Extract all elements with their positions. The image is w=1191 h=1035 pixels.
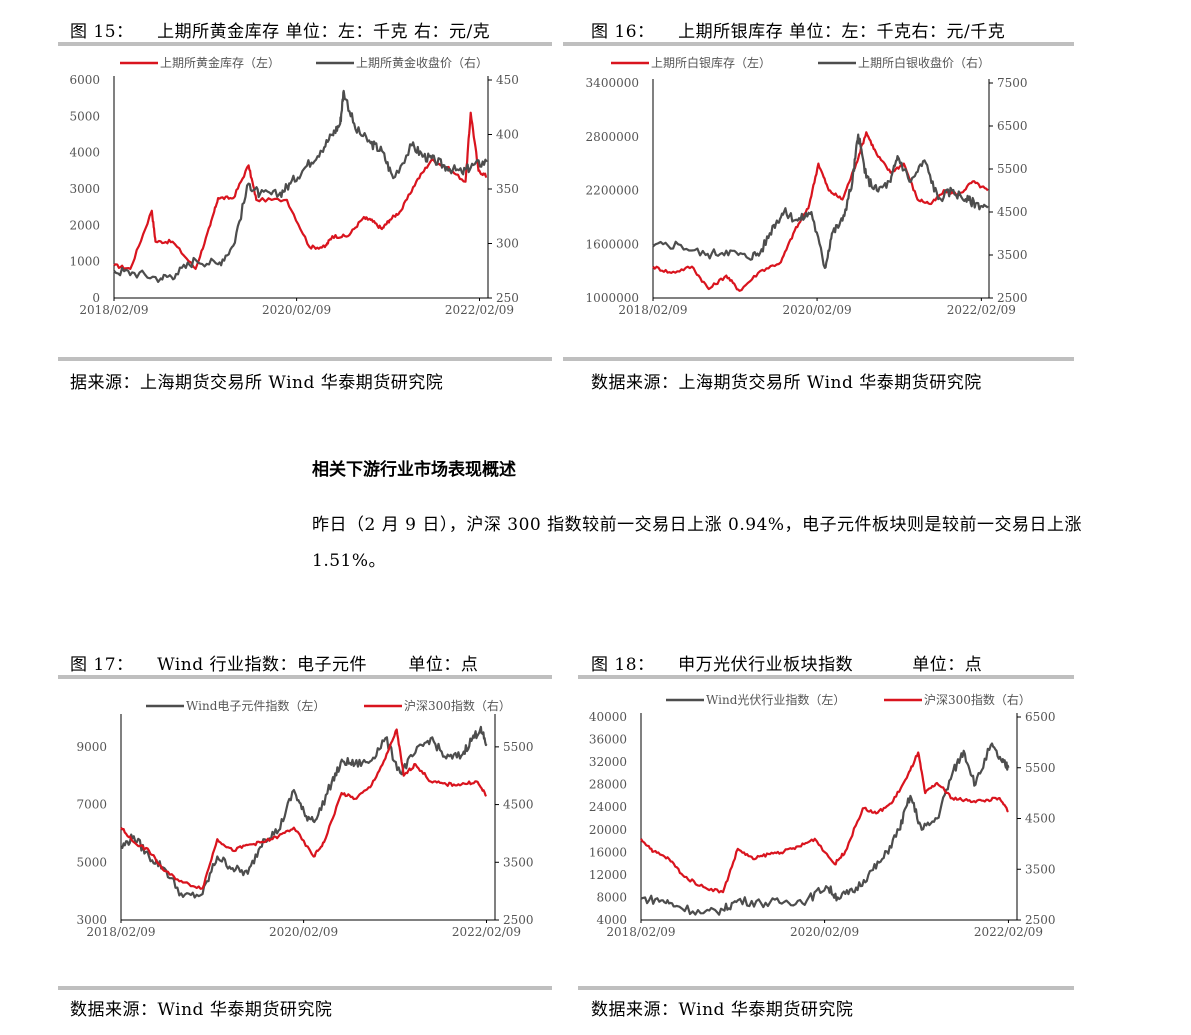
x-tick-label: 2022/02/09 (452, 925, 521, 939)
series-line-0 (113, 111, 488, 270)
left-tick-label: 7000 (76, 798, 107, 812)
left-tick-label: 4000 (596, 913, 627, 927)
left-tick-label: 8000 (596, 890, 627, 904)
x-tick-label: 2018/02/09 (606, 925, 675, 939)
right-tick-label: 5500 (997, 162, 1028, 176)
series-line-0 (640, 742, 1010, 916)
left-tick-label: 5000 (76, 855, 107, 869)
right-tick-label: 4500 (503, 798, 534, 812)
left-tick-label: 20000 (589, 823, 627, 837)
right-tick-label: 3500 (997, 248, 1028, 262)
fig16-bottom-rule (563, 357, 1074, 361)
left-tick-label: 1600000 (586, 237, 639, 251)
right-tick-label: 400 (496, 128, 519, 142)
x-tick-label: 2020/02/09 (790, 925, 859, 939)
left-tick-label: 2800000 (586, 130, 639, 144)
left-tick-label: 9000 (76, 740, 107, 754)
left-tick-label: 3400000 (586, 76, 639, 90)
fig17-bottom-rule (58, 986, 552, 990)
x-tick-label: 2022/02/09 (445, 303, 514, 317)
series-line-1 (640, 751, 1009, 894)
x-tick-label: 2020/02/09 (782, 303, 851, 317)
fig15-chart: 0 1000 2000 3000 4000 5000 6000 250 300 350 400 450… (69, 55, 519, 317)
left-tick-label: 24000 (589, 800, 627, 814)
x-tick-label: 2022/02/09 (974, 925, 1043, 939)
legend-label-0: 上期所黄金库存（左） (160, 55, 280, 70)
x-tick-label: 2022/02/09 (947, 303, 1016, 317)
right-tick-label: 2500 (997, 291, 1028, 305)
right-tick-label: 2500 (1025, 913, 1056, 927)
right-tick-label: 6500 (997, 119, 1028, 133)
series-line-1 (113, 89, 488, 283)
series-line-0 (652, 131, 989, 292)
left-tick-label: 3000 (69, 182, 100, 196)
x-tick-label: 2020/02/09 (269, 925, 338, 939)
fig18-title: 图 18： 申万光伏行业板块指数 单位：点 (591, 655, 983, 675)
x-tick-label: 2020/02/09 (262, 303, 331, 317)
left-tick-label: 5000 (69, 109, 100, 123)
series-line-1 (120, 728, 488, 890)
legend-label-0: Wind光伏行业指数（左） (706, 692, 845, 707)
x-tick-label: 2018/02/09 (618, 303, 687, 317)
series-line-0 (121, 725, 488, 899)
left-tick-label: 28000 (589, 778, 627, 792)
fig16-top-rule (563, 42, 1074, 46)
legend-label-0: 上期所白银库存（左） (651, 55, 771, 70)
left-tick-label: 4000 (69, 146, 100, 160)
left-tick-label: 36000 (589, 733, 627, 747)
right-tick-label: 2500 (503, 913, 534, 927)
right-tick-label: 7500 (997, 76, 1028, 90)
x-tick-label: 2018/02/09 (79, 303, 148, 317)
left-tick-label: 2000 (69, 218, 100, 232)
left-tick-label: 0 (92, 291, 100, 305)
left-tick-label: 32000 (589, 755, 627, 769)
right-tick-label: 4500 (997, 205, 1028, 219)
section-paragraph: 昨日（2 月 9 日），沪深 300 指数较前一交易日上涨 0.94%，电子元件… (312, 515, 1083, 571)
fig16-chart: 1000000 1600000 2200000 2800000 3400000 2500 3… (586, 55, 1028, 317)
fig15-bottom-rule (58, 357, 552, 361)
right-tick-label: 3500 (1025, 862, 1056, 876)
right-tick-label: 4500 (1025, 812, 1056, 826)
series-line-1 (652, 133, 989, 269)
section-heading: 相关下游行业市场表现概述 (312, 460, 516, 480)
fig17-title: 图 17： Wind 行业指数：电子元件 单位：点 (70, 655, 479, 675)
right-tick-label: 5500 (1025, 761, 1056, 775)
right-tick-label: 6500 (1025, 710, 1056, 724)
right-tick-label: 5500 (503, 740, 534, 754)
fig15-source: 据来源：上海期货交易所 Wind 华泰期货研究院 (70, 373, 444, 393)
left-tick-label: 1000000 (586, 291, 639, 305)
right-tick-label: 350 (496, 182, 519, 196)
fig15-top-rule (58, 42, 552, 46)
fig17-source: 数据来源：Wind 华泰期货研究院 (70, 1000, 333, 1020)
fig15-title: 图 15： 上期所黄金库存 单位：左：千克 右：元/克 (70, 22, 491, 42)
fig18-top-rule (578, 675, 1074, 679)
fig18-source: 数据来源：Wind 华泰期货研究院 (591, 1000, 854, 1020)
fig17-top-rule (58, 675, 552, 679)
legend-label-1: 上期所黄金收盘价（右） (356, 55, 488, 70)
legend-label-1: 沪深300指数（右） (404, 698, 511, 713)
fig18-bottom-rule (578, 986, 1074, 990)
fig17-chart: 3000 5000 7000 9000 2500 3500 4500 5500 2018/02/… (76, 698, 534, 939)
left-tick-label: 1000 (69, 255, 100, 269)
left-tick-label: 2200000 (586, 184, 639, 198)
right-tick-label: 300 (496, 237, 519, 251)
fig16-source: 数据来源：上海期货交易所 Wind 华泰期货研究院 (591, 373, 982, 393)
left-tick-label: 40000 (589, 710, 627, 724)
fig16-title: 图 16： 上期所银库存 单位：左：千克右：元/千克 (591, 22, 1006, 42)
legend-label-1: 上期所白银收盘价（右） (858, 55, 990, 70)
fig18-chart: 4000 8000 12000 16000 20000 24000 28000 32000 36… (589, 692, 1056, 939)
left-tick-label: 12000 (589, 868, 627, 882)
left-tick-label: 6000 (69, 73, 100, 87)
x-tick-label: 2018/02/09 (86, 925, 155, 939)
legend-label-1: 沪深300指数（右） (924, 692, 1031, 707)
right-tick-label: 3500 (503, 855, 534, 869)
right-tick-label: 250 (496, 291, 519, 305)
left-tick-label: 16000 (589, 845, 627, 859)
legend-label-0: Wind电子元件指数（左） (186, 698, 325, 713)
right-tick-label: 450 (496, 73, 519, 87)
left-tick-label: 3000 (76, 913, 107, 927)
